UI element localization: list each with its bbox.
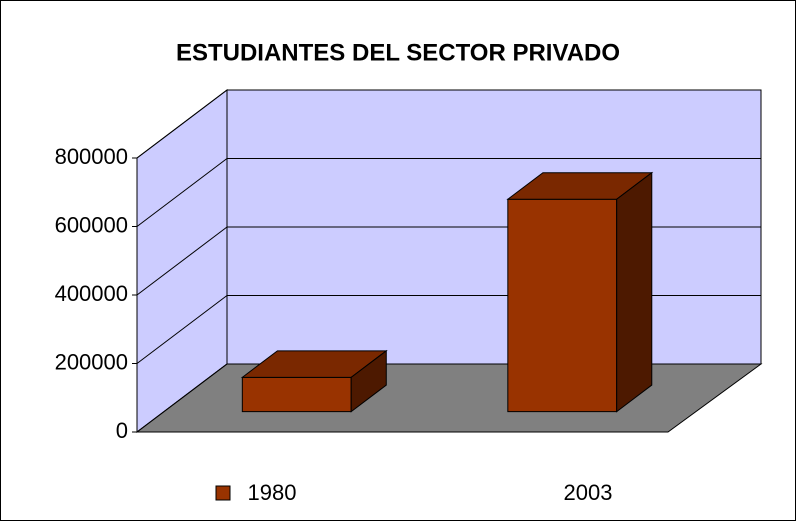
grid-line [136, 89, 228, 159]
floor [135, 363, 763, 433]
y-tick-label: 600000 [55, 212, 128, 237]
y-tick-label: 0 [116, 418, 128, 443]
chart-title: ESTUDIANTES DEL SECTOR PRIVADO [176, 39, 620, 66]
grid-line [136, 295, 228, 364]
grid-line [136, 158, 228, 227]
x-tick-label: 1980 [248, 480, 297, 505]
bar-front [241, 376, 352, 413]
y-tick-label: 400000 [55, 281, 128, 306]
legend-swatch [215, 485, 231, 501]
bar-side [616, 171, 653, 413]
bar [506, 171, 654, 413]
x-tick-label: 2003 [564, 480, 613, 505]
grid-line [136, 226, 228, 296]
y-tick-label: 800000 [55, 144, 128, 169]
bar [240, 349, 388, 413]
grid-line [136, 363, 228, 433]
y-tick-label: 200000 [55, 349, 128, 374]
bar-side [350, 349, 387, 413]
bar-front [507, 198, 618, 413]
